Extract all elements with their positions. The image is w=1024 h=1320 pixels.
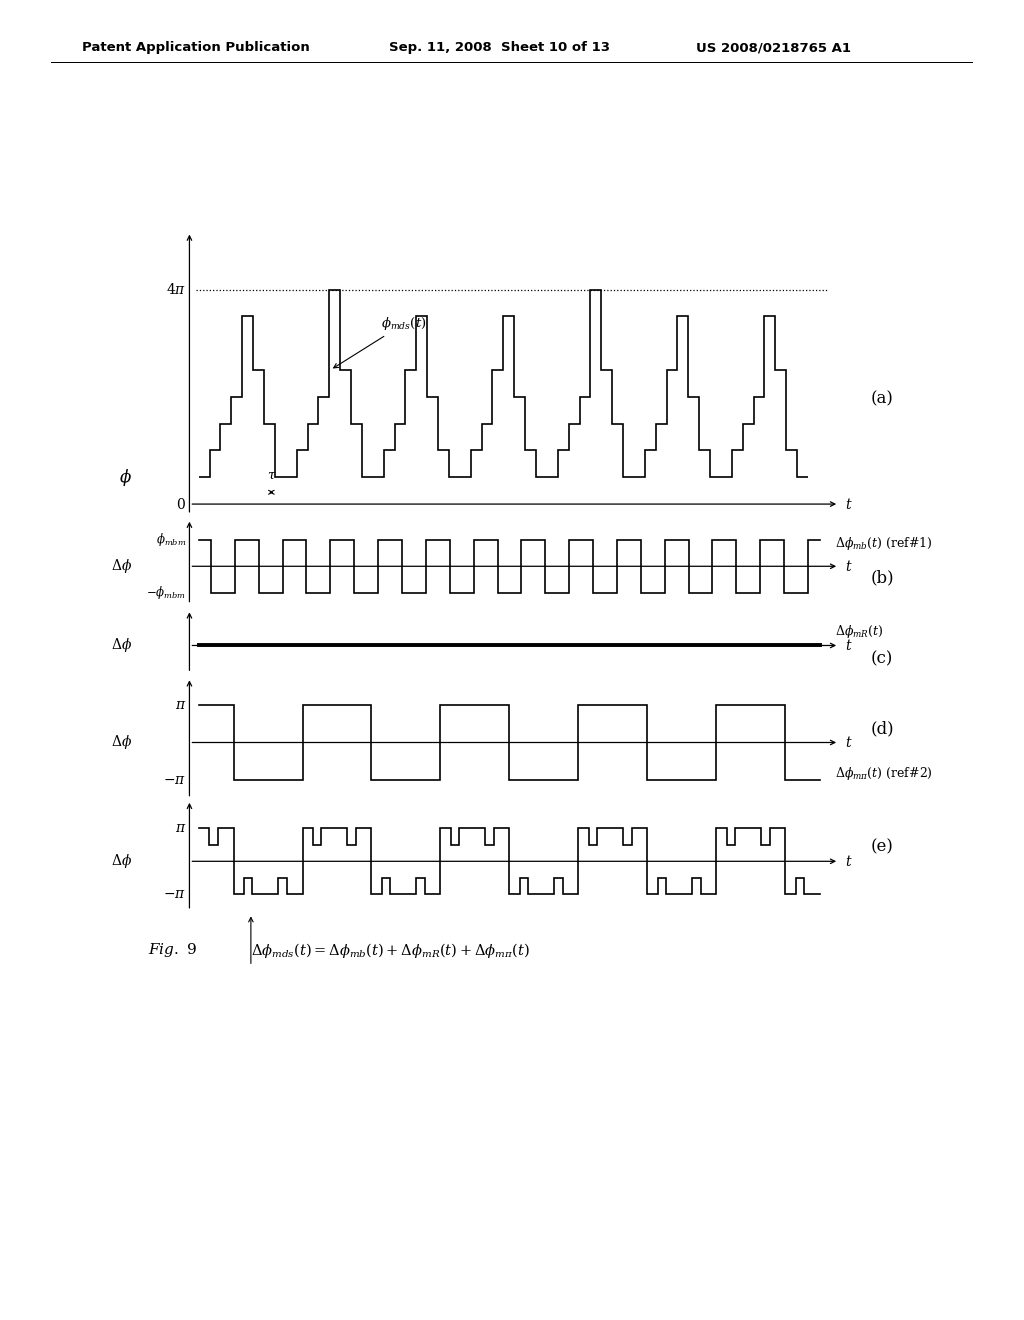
Text: $\Delta\phi$: $\Delta\phi$ <box>111 557 132 576</box>
Text: $4\pi$: $4\pi$ <box>166 282 186 297</box>
Text: (d): (d) <box>870 721 894 738</box>
Text: $\phi$: $\phi$ <box>119 467 132 488</box>
Text: (b): (b) <box>870 569 894 586</box>
Text: $\Delta\phi_{mb}(t)$ (ref#1): $\Delta\phi_{mb}(t)$ (ref#1) <box>835 535 932 552</box>
Text: (a): (a) <box>870 391 893 408</box>
Text: $\pi$: $\pi$ <box>175 821 186 836</box>
Text: $\tau$: $\tau$ <box>266 469 276 482</box>
Text: $\Delta\phi_{m\pi}(t)$ (ref#2): $\Delta\phi_{m\pi}(t)$ (ref#2) <box>835 766 933 783</box>
Text: $-\phi_{mbm}$: $-\phi_{mbm}$ <box>146 585 186 601</box>
Text: $Fig.\ 9$: $Fig.\ 9$ <box>148 941 198 960</box>
Text: $\pi$: $\pi$ <box>175 698 186 711</box>
Text: Patent Application Publication: Patent Application Publication <box>82 41 309 54</box>
Text: $t$: $t$ <box>846 558 853 574</box>
Text: $0$: $0$ <box>176 496 186 512</box>
Text: $\phi_{mbm}$: $\phi_{mbm}$ <box>156 532 186 548</box>
Text: $\Delta\phi$: $\Delta\phi$ <box>111 853 132 870</box>
Text: (e): (e) <box>870 838 893 855</box>
Text: $t$: $t$ <box>846 854 853 869</box>
Text: $-\pi$: $-\pi$ <box>163 774 186 787</box>
Text: Sep. 11, 2008  Sheet 10 of 13: Sep. 11, 2008 Sheet 10 of 13 <box>389 41 610 54</box>
Text: $t$: $t$ <box>846 638 853 653</box>
Text: (c): (c) <box>870 651 893 668</box>
Text: $t$: $t$ <box>846 735 853 750</box>
Text: $\Delta\phi$: $\Delta\phi$ <box>111 734 132 751</box>
Text: $\Delta\phi$: $\Delta\phi$ <box>111 636 132 655</box>
Text: $-\pi$: $-\pi$ <box>163 887 186 902</box>
Text: $\phi_{mds}(t)$: $\phi_{mds}(t)$ <box>334 315 427 368</box>
Text: US 2008/0218765 A1: US 2008/0218765 A1 <box>696 41 851 54</box>
Text: $t$: $t$ <box>846 496 853 512</box>
Text: $\Delta\phi_{mR}(t)$: $\Delta\phi_{mR}(t)$ <box>835 623 883 640</box>
Text: $\Delta\phi_{mds}(t) = \Delta\phi_{mb}(t) + \Delta\phi_{mR}(t) + \Delta\phi_{m\p: $\Delta\phi_{mds}(t) = \Delta\phi_{mb}(t… <box>251 941 529 960</box>
